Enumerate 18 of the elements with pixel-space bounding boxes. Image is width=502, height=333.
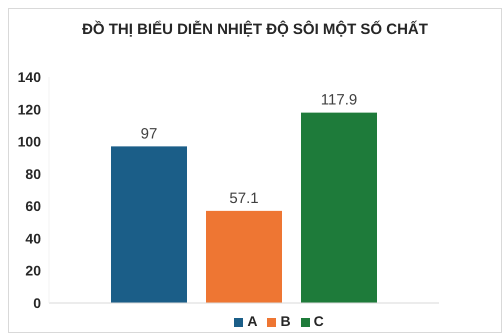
y-tick-label: 20 [25, 262, 42, 279]
y-tick-label: 80 [25, 166, 42, 182]
data-label: 97 [140, 125, 158, 142]
y-tick-label: 40 [25, 230, 42, 246]
data-label: 57.1 [229, 190, 259, 207]
y-tick-label: 100 [18, 134, 42, 150]
legend-label: A [247, 313, 258, 329]
bar [301, 112, 377, 303]
chart-title: ĐỒ THỊ BIỂU DIỄN NHIỆT ĐỘ SÔI MỘT SỐ CHẤT [81, 20, 429, 40]
bar [111, 146, 187, 303]
y-tick-label: 120 [18, 101, 42, 118]
data-label: 117.9 [320, 92, 358, 109]
y-tick-label: 0 [33, 294, 42, 311]
bar [206, 210, 282, 303]
legend-label: C [314, 313, 324, 329]
y-tick-label: 60 [25, 198, 42, 214]
y-tick-label: 140 [18, 68, 42, 85]
legend-label: B [280, 313, 291, 329]
